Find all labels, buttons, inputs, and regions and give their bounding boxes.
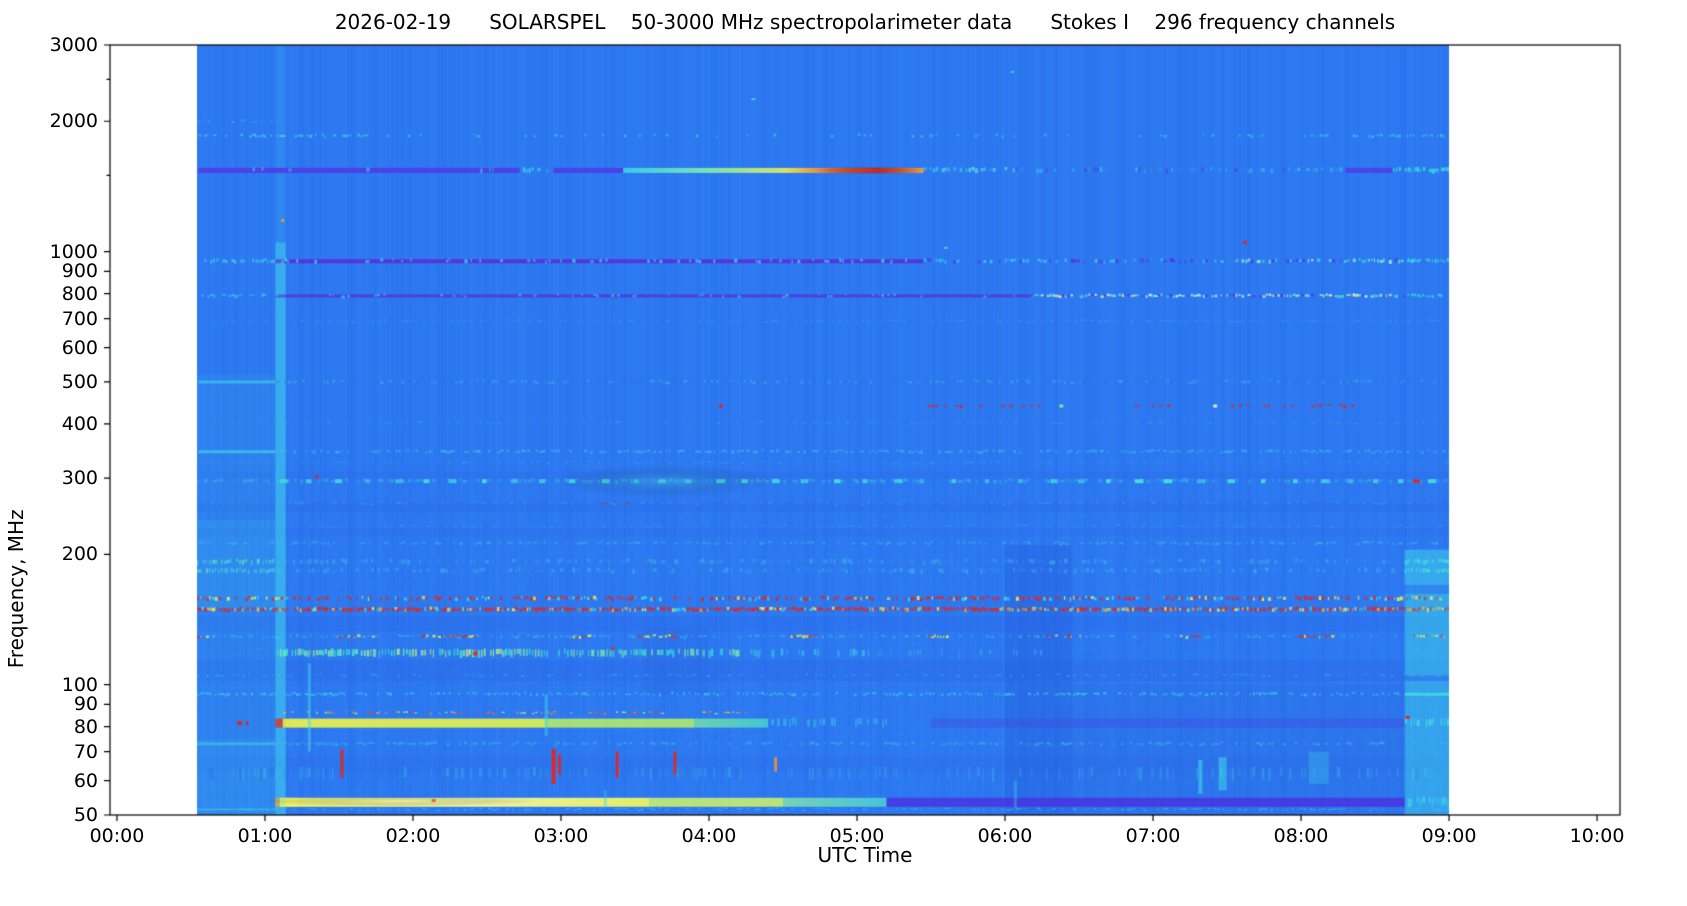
x-tick-label: 03:00 [533, 825, 589, 847]
y-tick-label: 50 [73, 804, 98, 826]
x-tick-label: 05:00 [829, 825, 885, 847]
y-tick-label: 900 [61, 260, 98, 283]
x-axis-label: UTC Time [817, 843, 913, 867]
x-tick-label: 09:00 [1421, 825, 1477, 847]
y-tick-label: 100 [61, 673, 98, 696]
x-tick-label: 10:00 [1569, 825, 1625, 847]
y-tick-label: 800 [61, 282, 98, 305]
y-tick-label: 700 [61, 307, 98, 330]
y-tick-label: 400 [61, 412, 98, 435]
y-tick-label: 1000 [49, 240, 98, 263]
y-tick-label: 3000 [49, 34, 98, 56]
chart-title: 2026-02-19 SOLARSPEL 50-3000 MHz spectro… [334, 10, 1396, 34]
y-tick-label: 2000 [49, 110, 98, 133]
y-tick-label: 80 [73, 715, 98, 738]
y-tick-label: 500 [61, 370, 98, 393]
x-tick-label: 07:00 [1125, 825, 1181, 847]
x-tick-label: 00:00 [89, 825, 145, 847]
y-tick-label: 90 [73, 693, 98, 716]
y-tick-label: 600 [61, 336, 98, 359]
y-tick-label: 200 [61, 543, 98, 566]
x-tick-label: 06:00 [977, 825, 1033, 847]
y-tick-label: 70 [73, 740, 98, 763]
x-tick-label: 08:00 [1273, 825, 1329, 847]
x-tick-label: 04:00 [681, 825, 737, 847]
y-axis-label: Frequency, MHz [4, 509, 28, 669]
y-tick-label: 300 [61, 467, 98, 490]
y-tick-label: 60 [73, 769, 98, 792]
x-tick-label: 01:00 [237, 825, 293, 847]
x-tick-label: 02:00 [385, 825, 441, 847]
